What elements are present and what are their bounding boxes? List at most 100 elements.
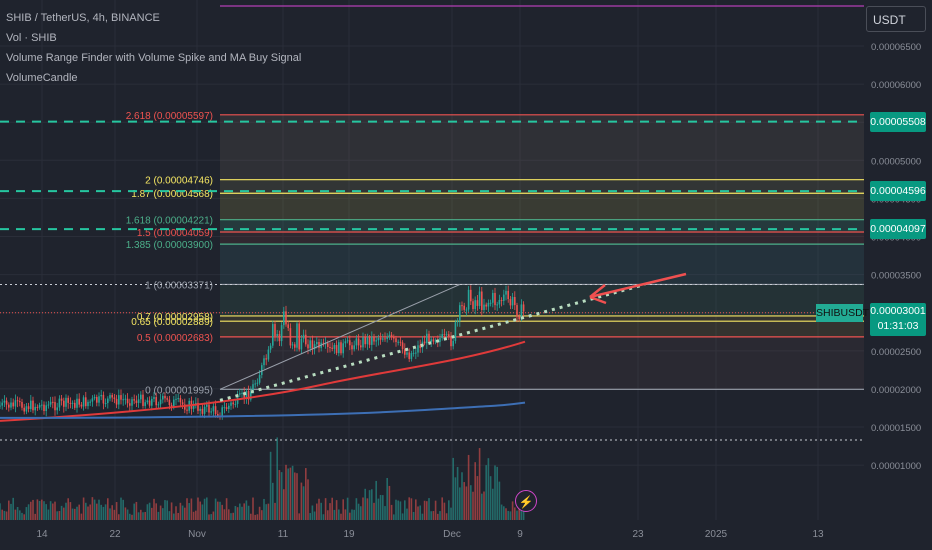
candle-body — [232, 402, 234, 405]
candle-body — [291, 344, 294, 346]
fib-label-0-65: 0.65 (0.00002889) — [131, 317, 213, 328]
candle-body — [439, 338, 441, 342]
volume-bar — [186, 498, 188, 520]
volume-bar — [406, 508, 408, 520]
volume-bar — [27, 504, 30, 520]
volume-bar — [298, 513, 300, 520]
volume-bar — [399, 501, 402, 520]
candle-body — [120, 395, 122, 400]
candle-body — [280, 325, 283, 342]
volume-bar — [371, 489, 373, 520]
candle-body — [476, 300, 479, 306]
x-tick-label: Nov — [188, 529, 206, 540]
candle-body — [217, 413, 219, 416]
volume-bar — [208, 514, 210, 520]
volume-bar — [388, 485, 391, 520]
volume-bar — [335, 500, 338, 520]
volume-bar — [67, 498, 69, 520]
volume-bar — [157, 511, 160, 520]
volume-bar — [316, 503, 318, 520]
volume-bar — [12, 497, 14, 520]
volume-bar — [148, 502, 151, 520]
candle-body — [441, 334, 443, 339]
candle-body — [247, 391, 250, 400]
volume-bar — [32, 499, 34, 520]
volume-range-indicator-label[interactable]: Volume Range Finder with Volume Spike an… — [6, 52, 302, 64]
level-price-tag: 0.00005508 — [870, 111, 926, 132]
candle-body — [267, 349, 270, 360]
volume-bar — [124, 507, 127, 520]
volume-bar — [426, 501, 428, 520]
volume-bar — [340, 513, 342, 520]
volume-bar — [162, 508, 164, 520]
volume-bar — [454, 477, 457, 520]
candle-body — [386, 336, 388, 340]
candle-body — [155, 397, 157, 406]
volume-bar — [430, 511, 432, 520]
volume-bar — [496, 466, 498, 520]
ma-red-line — [0, 340, 526, 422]
volume-bar — [287, 468, 289, 520]
candle-body — [82, 397, 85, 407]
volume-bar — [135, 501, 138, 520]
fib-label-1-618: 1.618 (0.00004221) — [126, 216, 213, 227]
volume-bar — [199, 501, 201, 520]
y-tick-label: 0.00001000 — [871, 461, 921, 472]
volume-bar — [21, 512, 23, 520]
candle-body — [93, 397, 96, 399]
candle-body — [522, 304, 525, 312]
fib-label-0: 0 (0.00001995) — [145, 385, 213, 396]
volume-bar — [52, 503, 54, 520]
candle-body — [382, 338, 384, 340]
candle-body — [168, 399, 171, 406]
candle-body — [316, 342, 318, 345]
volume-bar — [445, 513, 448, 520]
volume-bar — [285, 464, 287, 520]
volume-bar — [265, 504, 267, 520]
currency-button[interactable]: USDT — [866, 6, 926, 32]
candle-body — [96, 397, 98, 403]
volume-indicator-label[interactable]: Vol · SHIB — [6, 32, 57, 44]
volume-candle-indicator-label[interactable]: VolumeCandle — [6, 72, 78, 84]
candle-body — [153, 397, 155, 399]
candle-body — [335, 345, 338, 354]
candle-body — [410, 353, 413, 359]
volume-bar — [269, 451, 272, 520]
candle-body — [197, 402, 199, 411]
candle-body — [206, 404, 208, 407]
volume-bar — [467, 454, 470, 520]
candle-body — [371, 336, 373, 345]
volume-bar — [465, 486, 468, 520]
candle-body — [0, 405, 1, 407]
plot-area — [0, 0, 864, 520]
candle-body — [100, 394, 102, 397]
volume-bar — [459, 487, 461, 520]
volume-bar — [164, 500, 166, 520]
candle-body — [340, 342, 342, 354]
volume-bar — [5, 511, 8, 520]
candle-body — [239, 393, 241, 395]
volume-bar — [342, 499, 344, 520]
lightning-icon[interactable]: ⚡ — [515, 490, 537, 512]
candle-body — [344, 341, 347, 344]
volume-bar — [474, 462, 476, 520]
volume-bar — [514, 507, 516, 520]
volume-bar — [485, 465, 487, 520]
volume-bar — [357, 503, 360, 520]
candle-body — [478, 291, 481, 306]
candle-body — [113, 397, 116, 399]
volume-bar — [212, 511, 215, 520]
volume-bar — [206, 497, 208, 520]
volume-bar — [245, 500, 248, 520]
candle-body — [498, 299, 501, 305]
candle-body — [223, 407, 226, 409]
candle-body — [379, 338, 382, 340]
volume-bar — [219, 501, 221, 520]
candle-body — [481, 291, 483, 311]
candle-body — [258, 374, 261, 383]
candle-body — [423, 341, 426, 344]
fib-label-1-87: 1.87 (0.00004568) — [131, 189, 213, 200]
volume-bar — [395, 499, 397, 520]
